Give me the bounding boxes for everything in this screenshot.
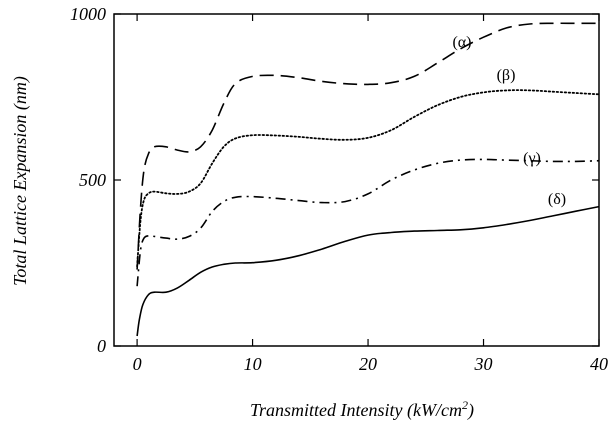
plot-frame [113, 13, 600, 347]
x-tick-label: 10 [244, 354, 262, 374]
series-layer [136, 22, 600, 337]
series-label-delta: (δ) [548, 191, 566, 208]
x-axis-title-main: Transmitted Intensity (kW/cm [250, 400, 462, 421]
x-tick-label: 30 [474, 354, 493, 374]
x-tick-label: 20 [359, 354, 377, 374]
y-tick-label: 500 [79, 170, 106, 190]
x-tick-label: 0 [133, 354, 142, 374]
x-axis-title-superscript: 2 [462, 398, 468, 412]
y-tick-label: 0 [97, 336, 106, 356]
series-label-beta: (β) [497, 67, 516, 84]
series-line-gamma [136, 158, 600, 287]
series-label-gamma: (γ) [523, 150, 541, 167]
series-label-alpha: (α) [452, 34, 471, 51]
x-tick-label: 40 [590, 354, 608, 374]
series-line-beta [136, 89, 600, 268]
x-axis-title: Transmitted Intensity (kW/cm2) [250, 398, 474, 421]
plot-border [113, 13, 600, 347]
x-axis-title-suffix: ) [467, 400, 474, 421]
series-line-alpha [136, 22, 599, 270]
ticks-layer: 0 10 20 30 40 0 500 1000 [70, 4, 608, 374]
series-line-delta [136, 205, 600, 337]
y-axis-title: Total Lattice Expansion (nm) [10, 76, 31, 286]
y-tick-label: 1000 [70, 4, 106, 24]
